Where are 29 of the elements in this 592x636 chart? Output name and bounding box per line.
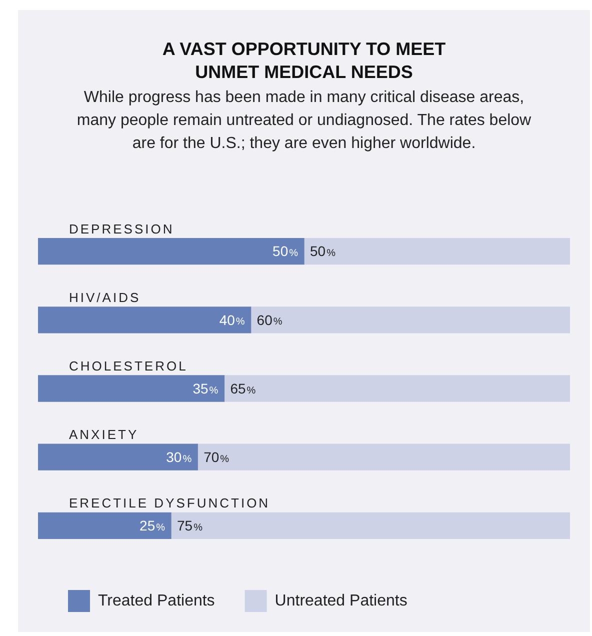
chart-subtitle: While progress has been made in many critical disease areas, many people remain untreated or undiagnosed. The rates below are for the U.S.; they are even higher worldwide. [76, 88, 532, 154]
data-label: 60% [256, 312, 282, 328]
data-label: 40% [219, 312, 245, 328]
y-tick-label: CHOLESTEROL [69, 358, 188, 374]
y-tick-label: DEPRESSION [69, 221, 174, 236]
data-label: 70% [204, 448, 230, 465]
bar [304, 238, 570, 265]
bar [38, 512, 172, 540]
y-tick-label: ERECTILE DYSFUNCTION [69, 496, 270, 511]
bar [38, 375, 225, 402]
bar [224, 375, 570, 402]
data-label: 75% [177, 518, 203, 534]
y-tick-label: HIV/AIDS [69, 290, 141, 305]
legend-label: Treated Patients [98, 592, 215, 610]
chart-title: A VAST OPPORTUNITY TO MEET UNMET MEDICAL NEEDS [161, 38, 447, 84]
data-label: 30% [166, 448, 192, 465]
data-label: 35% [192, 380, 218, 396]
legend-label: Untreated Patients [274, 592, 408, 610]
data-label: 50% [310, 243, 336, 260]
bar [38, 238, 304, 265]
data-label: 25% [140, 518, 166, 534]
y-tick-label: ANXIETY [69, 427, 139, 442]
bar [197, 444, 570, 470]
bar [250, 306, 570, 334]
bar [170, 512, 570, 540]
data-label: 50% [272, 243, 298, 260]
bar [38, 444, 198, 470]
data-label: 65% [230, 380, 256, 396]
bar [38, 306, 252, 334]
